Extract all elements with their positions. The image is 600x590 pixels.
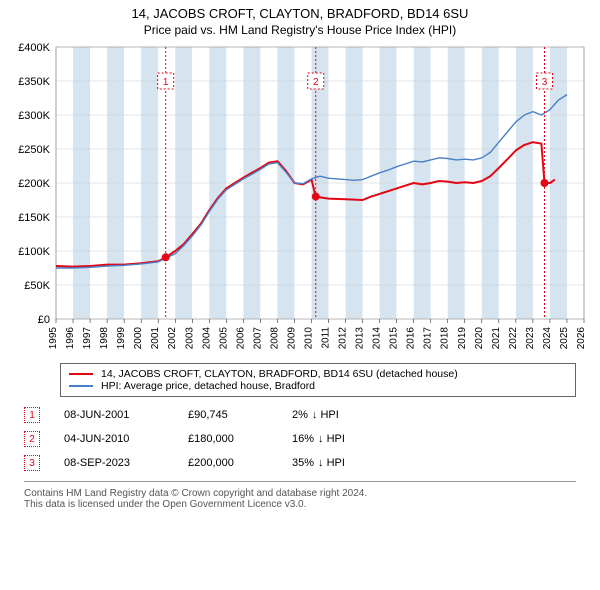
chart-title-address: 14, JACOBS CROFT, CLAYTON, BRADFORD, BD1… xyxy=(0,6,600,21)
svg-text:2022: 2022 xyxy=(508,327,519,350)
svg-text:2001: 2001 xyxy=(150,327,161,350)
svg-text:1: 1 xyxy=(163,77,169,88)
sales-marker: 3 xyxy=(24,455,40,471)
sales-marker: 2 xyxy=(24,431,40,447)
legend-swatch xyxy=(69,373,93,375)
svg-text:2020: 2020 xyxy=(474,327,485,350)
svg-text:2019: 2019 xyxy=(457,327,468,350)
chart-titles: 14, JACOBS CROFT, CLAYTON, BRADFORD, BD1… xyxy=(0,0,600,39)
sales-price: £180,000 xyxy=(188,433,268,445)
svg-text:1996: 1996 xyxy=(65,327,76,350)
sales-hpi-suffix: ↓ HPI xyxy=(318,457,345,469)
sales-date: 08-JUN-2001 xyxy=(64,409,164,421)
sales-hpi: 16% ↓ HPI xyxy=(292,433,382,445)
sales-hpi-pct: 2% xyxy=(292,409,308,421)
sales-hpi-suffix: ↓ HPI xyxy=(318,433,345,445)
svg-text:2009: 2009 xyxy=(286,327,297,350)
attribution-line2: This data is licensed under the Open Gov… xyxy=(24,499,576,510)
svg-text:2010: 2010 xyxy=(303,327,314,350)
svg-text:2021: 2021 xyxy=(491,327,502,350)
sales-date: 08-SEP-2023 xyxy=(64,457,164,469)
svg-text:2003: 2003 xyxy=(184,327,195,350)
svg-text:2025: 2025 xyxy=(559,327,570,350)
sales-hpi: 2% ↓ HPI xyxy=(292,409,382,421)
svg-text:2013: 2013 xyxy=(355,327,366,350)
svg-text:2007: 2007 xyxy=(252,327,263,350)
sales-hpi: 35% ↓ HPI xyxy=(292,457,382,469)
svg-text:£300K: £300K xyxy=(18,110,50,122)
svg-text:2: 2 xyxy=(313,77,319,88)
chart-area: £0 £50K £100K £150K £200K £250K £300K £350K £400… xyxy=(0,39,600,359)
svg-text:2005: 2005 xyxy=(218,327,229,350)
svg-text:1997: 1997 xyxy=(82,327,93,350)
svg-text:2015: 2015 xyxy=(389,327,400,350)
svg-text:1995: 1995 xyxy=(48,327,59,350)
svg-text:2016: 2016 xyxy=(406,327,417,350)
legend-item: HPI: Average price, detached house, Brad… xyxy=(69,380,567,392)
sales-row: 2 04-JUN-2010 £180,000 16% ↓ HPI xyxy=(24,427,576,451)
attribution-line1: Contains HM Land Registry data © Crown c… xyxy=(24,488,576,499)
legend-label: HPI: Average price, detached house, Brad… xyxy=(101,380,315,392)
line-chart-svg: £0 £50K £100K £150K £200K £250K £300K £350K £400… xyxy=(0,39,600,359)
sales-price: £90,745 xyxy=(188,409,268,421)
svg-text:£200K: £200K xyxy=(18,178,50,190)
legend-item: 14, JACOBS CROFT, CLAYTON, BRADFORD, BD1… xyxy=(69,368,567,380)
svg-text:2008: 2008 xyxy=(269,327,280,350)
svg-text:2006: 2006 xyxy=(235,327,246,350)
svg-text:2018: 2018 xyxy=(440,327,451,350)
attribution: Contains HM Land Registry data © Crown c… xyxy=(24,481,576,516)
svg-text:2002: 2002 xyxy=(167,327,178,350)
sales-table: 1 08-JUN-2001 £90,745 2% ↓ HPI 2 04-JUN-2010 £1… xyxy=(24,403,576,475)
svg-text:£50K: £50K xyxy=(24,280,50,292)
sales-row: 3 08-SEP-2023 £200,000 35% ↓ HPI xyxy=(24,451,576,475)
svg-text:1998: 1998 xyxy=(99,327,110,350)
sales-hpi-pct: 16% xyxy=(292,433,314,445)
svg-text:2000: 2000 xyxy=(133,327,144,350)
sales-date: 04-JUN-2010 xyxy=(64,433,164,445)
svg-text:£250K: £250K xyxy=(18,144,50,156)
svg-text:2012: 2012 xyxy=(338,327,349,350)
svg-text:£400K: £400K xyxy=(18,42,50,54)
svg-text:2017: 2017 xyxy=(423,327,434,350)
sales-hpi-suffix: ↓ HPI xyxy=(312,409,339,421)
svg-text:1999: 1999 xyxy=(116,327,127,350)
svg-text:2011: 2011 xyxy=(321,327,332,349)
chart-title-subtitle: Price paid vs. HM Land Registry's House … xyxy=(0,23,600,37)
svg-text:£0: £0 xyxy=(38,314,50,326)
svg-text:2024: 2024 xyxy=(542,327,553,350)
svg-text:£150K: £150K xyxy=(18,212,50,224)
svg-text:£350K: £350K xyxy=(18,76,50,88)
sales-hpi-pct: 35% xyxy=(292,457,314,469)
sales-marker: 1 xyxy=(24,407,40,423)
svg-text:2014: 2014 xyxy=(372,327,383,350)
svg-text:3: 3 xyxy=(542,77,548,88)
sales-price: £200,000 xyxy=(188,457,268,469)
legend: 14, JACOBS CROFT, CLAYTON, BRADFORD, BD1… xyxy=(60,363,576,397)
svg-text:2026: 2026 xyxy=(576,327,587,350)
svg-text:2004: 2004 xyxy=(201,327,212,350)
legend-label: 14, JACOBS CROFT, CLAYTON, BRADFORD, BD1… xyxy=(101,368,458,380)
legend-swatch xyxy=(69,385,93,387)
sales-row: 1 08-JUN-2001 £90,745 2% ↓ HPI xyxy=(24,403,576,427)
svg-text:£100K: £100K xyxy=(18,246,50,258)
svg-text:2023: 2023 xyxy=(525,327,536,350)
